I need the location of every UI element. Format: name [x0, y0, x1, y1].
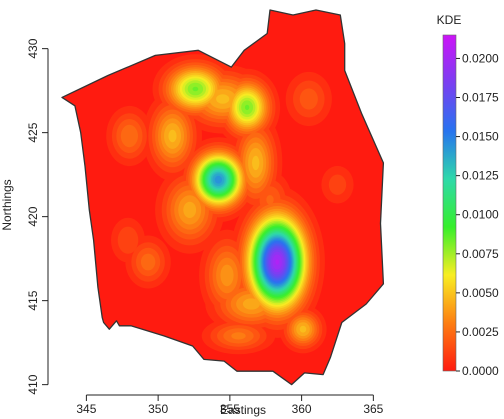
- x-tick-label: 350: [148, 402, 168, 416]
- kde-contour-band-1: [214, 175, 223, 184]
- x-tick-label: 345: [76, 402, 96, 416]
- kde-contour-band-9: [220, 264, 234, 287]
- y-tick-label: 415: [26, 290, 40, 310]
- legend-tick-label: 0.0200: [462, 51, 499, 65]
- y-axis: 410 415 420 425 430: [26, 38, 49, 395]
- kde-contour-band-12: [120, 124, 138, 148]
- legend-tick-label: 0.0125: [462, 169, 499, 183]
- y-tick-label: 420: [26, 206, 40, 226]
- kde-contour-band-4: [216, 94, 230, 104]
- kde-contour-band-17: [328, 174, 347, 195]
- legend-tick-label: 0.0075: [462, 247, 499, 261]
- kde-contour-band-11: [231, 332, 246, 340]
- kde-contour-band-0: [275, 259, 280, 265]
- x-tick-label: 360: [292, 402, 312, 416]
- legend-colorbar-fill: [443, 35, 456, 371]
- kde-contour-band-5: [168, 129, 177, 143]
- kde-contour-band-16: [117, 226, 139, 254]
- x-axis: 345 350 355 360 365: [76, 394, 384, 416]
- legend-colorbar: [442, 34, 457, 372]
- kde-contour-band-13: [140, 253, 156, 271]
- kde-contour-band-2: [192, 86, 199, 92]
- plot-area: [61, 9, 385, 386]
- kde-contour-band-15: [266, 195, 274, 205]
- legend-tick-label: 0.0000: [462, 364, 499, 378]
- legend-tick-label: 0.0175: [462, 91, 499, 105]
- y-axis-title: Northings: [0, 179, 14, 230]
- y-tick-label: 410: [26, 374, 40, 394]
- kde-surface: [62, 10, 384, 385]
- legend-colorbar-frame: [442, 34, 457, 372]
- kde-contour-band-10: [299, 325, 307, 333]
- legend-tick-label: 0.0025: [462, 325, 499, 339]
- kde-contour-band-8: [242, 298, 260, 310]
- x-tick-label: 355: [220, 402, 240, 416]
- legend-tick-label: 0.0150: [462, 130, 499, 144]
- legend-title: KDE: [437, 13, 462, 27]
- region-boundary: [61, 9, 385, 386]
- legend-ticks: 0.0000 0.0025 0.0050 0.0075 0.0100 0.0125 0.01…: [456, 51, 499, 378]
- kde-contour-band-3: [244, 104, 250, 110]
- legend-tick-label: 0.0100: [462, 208, 499, 222]
- kde-contour-band-6: [183, 201, 197, 218]
- kde-contour-band-7: [252, 155, 260, 171]
- y-tick-label: 425: [26, 122, 40, 142]
- x-tick-label: 365: [363, 402, 383, 416]
- legend-tick-label: 0.0050: [462, 286, 499, 300]
- x-axis-title: Eastings: [220, 403, 266, 417]
- kde-contour-band-14: [299, 88, 318, 110]
- y-tick-label: 430: [26, 38, 40, 58]
- color-legend: KDE 0.0000 0.0025 0.0050 0.0075 0.0100 0.0125…: [437, 13, 499, 378]
